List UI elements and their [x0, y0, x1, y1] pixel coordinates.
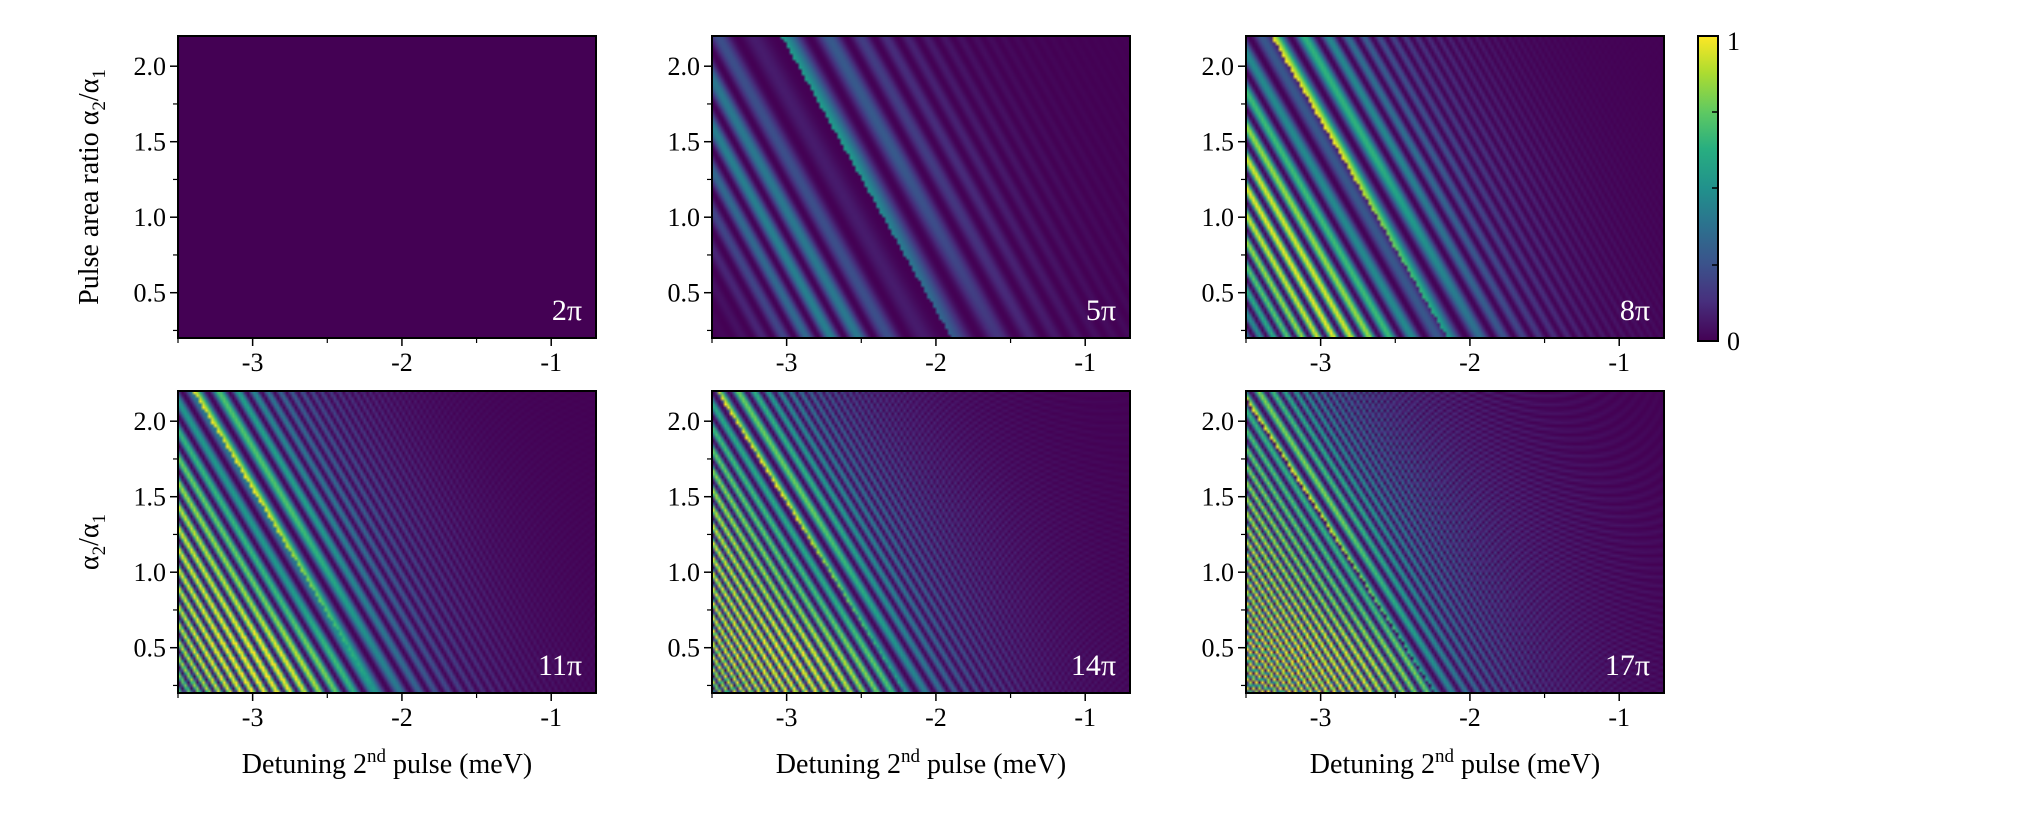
y-tick-label: 1.5 — [134, 483, 167, 512]
panel-area-label: 5π — [1086, 294, 1116, 327]
x-label-post: pulse (meV) — [386, 749, 532, 780]
y-tick-label: 1.0 — [1202, 558, 1235, 587]
y-tick-label: 1.0 — [668, 558, 701, 587]
x-tick-label: -3 — [776, 703, 798, 732]
y-axis-label: α2/α1 — [74, 514, 110, 570]
x-tick-label: -3 — [1310, 703, 1332, 732]
x-tick-label: -2 — [1459, 703, 1481, 732]
x-tick-label: -1 — [1074, 703, 1096, 732]
y-tick-label: 1.5 — [1202, 128, 1235, 157]
plot-frame — [1245, 35, 1665, 339]
colorbar: 1 0 — [1697, 27, 1740, 356]
x-tick-label: -1 — [1608, 703, 1630, 732]
panel-area-label: 14π — [1071, 649, 1116, 682]
y-label-sub: 2 — [89, 546, 110, 556]
y-tick-label: 1.0 — [134, 558, 167, 587]
y-label-sub: 1 — [89, 69, 110, 79]
y-label-main: Pulse area ratio α — [74, 110, 105, 305]
x-tick-label: -2 — [391, 348, 413, 377]
y-tick-label: 1.0 — [668, 203, 701, 232]
y-axis-label: Pulse area ratio α2/α1 — [74, 69, 110, 305]
y-tick-label: 0.5 — [1202, 634, 1235, 663]
x-label-pre: Detuning 2 — [242, 749, 367, 780]
heatmap-image — [178, 391, 596, 693]
x-tick-label: -2 — [1459, 348, 1481, 377]
x-label-sup: nd — [367, 746, 387, 767]
y-tick-label: 2.0 — [668, 407, 701, 436]
y-tick-label: 2.0 — [134, 407, 167, 436]
y-tick-label: 0.5 — [134, 634, 167, 663]
panel-1: -3 -2 -1 0.5 1.0 1.5 2.0 2π Pulse area ratio α2/… — [74, 35, 597, 377]
panel-2: -3 -2 -1 0.5 1.0 1.5 2.0 5π — [668, 35, 1131, 377]
x-axis-label: Detuning 2nd pulse (meV) — [1310, 746, 1600, 780]
y-label-mid: /α — [74, 523, 105, 546]
y-tick-label: 1.5 — [668, 483, 701, 512]
y-tick-label: 0.5 — [134, 279, 167, 308]
heatmap-image — [1246, 36, 1664, 338]
heatmap-image — [712, 36, 1130, 338]
x-tick-label: -3 — [1310, 348, 1332, 377]
x-label-post: pulse (meV) — [920, 749, 1066, 780]
y-tick-label: 1.5 — [668, 128, 701, 157]
y-label-sub: 2 — [89, 101, 110, 111]
plot-frame — [177, 390, 597, 694]
y-tick-label: 1.0 — [1202, 203, 1235, 232]
x-tick-label: -2 — [925, 348, 947, 377]
y-tick-label: 1.5 — [1202, 483, 1235, 512]
y-tick-label: 1.5 — [134, 128, 167, 157]
colorbar-max-label: 1 — [1727, 27, 1740, 56]
y-tick-label: 2.0 — [134, 52, 167, 81]
y-tick-label: 0.5 — [668, 279, 701, 308]
heatmap-image — [178, 36, 596, 338]
heatmap-image — [712, 391, 1130, 693]
x-tick-label: -3 — [242, 703, 264, 732]
panel-area-label: 17π — [1605, 649, 1650, 682]
y-label-mid: /α — [74, 78, 105, 101]
x-label-sup: nd — [901, 746, 921, 767]
colorbar-min-label: 0 — [1727, 327, 1740, 356]
x-tick-label: -3 — [776, 348, 798, 377]
x-tick-label: -2 — [391, 703, 413, 732]
panel-area-label: 8π — [1620, 294, 1650, 327]
x-tick-label: -1 — [540, 703, 562, 732]
plot-frame — [1245, 390, 1665, 694]
x-tick-label: -1 — [1074, 348, 1096, 377]
heatmap-image — [1246, 391, 1664, 693]
y-tick-label: 2.0 — [1202, 52, 1235, 81]
y-tick-label: 2.0 — [668, 52, 701, 81]
y-tick-label: 0.5 — [668, 634, 701, 663]
x-tick-label: -1 — [1608, 348, 1630, 377]
y-label-main: α — [74, 555, 105, 570]
y-tick-label: 0.5 — [1202, 279, 1235, 308]
y-label-sub: 1 — [89, 514, 110, 524]
x-tick-label: -1 — [540, 348, 562, 377]
y-tick-label: 2.0 — [1202, 407, 1235, 436]
panel-4: -3 -2 -1 0.5 1.0 1.5 2.0 11π α2/α1 Detuning 2nd p… — [74, 390, 597, 780]
panel-5: -3 -2 -1 0.5 1.0 1.5 2.0 14π Detuning 2nd pulse … — [668, 390, 1131, 780]
y-tick-label: 1.0 — [134, 203, 167, 232]
x-tick-label: -2 — [925, 703, 947, 732]
panel-area-label: 11π — [538, 649, 582, 682]
x-tick-label: -3 — [242, 348, 264, 377]
x-label-pre: Detuning 2 — [1310, 749, 1435, 780]
plot-frame — [711, 35, 1131, 339]
plot-frame — [177, 35, 597, 339]
panel-area-label: 2π — [552, 294, 582, 327]
x-axis-label: Detuning 2nd pulse (meV) — [242, 746, 532, 780]
x-label-post: pulse (meV) — [1454, 749, 1600, 780]
plot-frame — [711, 390, 1131, 694]
panel-3: -3 -2 -1 0.5 1.0 1.5 2.0 8π — [1202, 35, 1665, 377]
panel-6: -3 -2 -1 0.5 1.0 1.5 2.0 17π Detuning 2nd pulse … — [1202, 390, 1665, 780]
x-axis-label: Detuning 2nd pulse (meV) — [776, 746, 1066, 780]
x-label-pre: Detuning 2 — [776, 749, 901, 780]
x-label-sup: nd — [1435, 746, 1455, 767]
